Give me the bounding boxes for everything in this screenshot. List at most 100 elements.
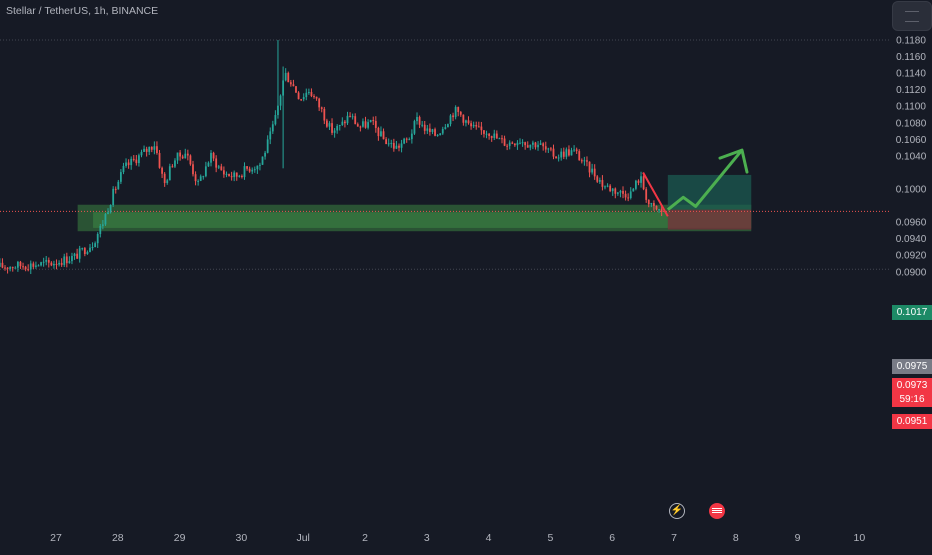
candle-up <box>565 149 568 157</box>
candle-up <box>519 142 521 144</box>
candle-up <box>431 129 434 132</box>
candle-down <box>575 149 578 152</box>
stop-price-label: 0.0951 <box>892 414 932 429</box>
candle-up <box>153 146 156 150</box>
candle-up <box>89 247 91 252</box>
candle-down <box>475 124 478 127</box>
candle-down <box>642 176 645 190</box>
candle-up <box>101 224 104 226</box>
candle-up <box>104 214 107 225</box>
candle-up <box>269 131 272 140</box>
candle-up <box>508 142 511 146</box>
candle-down <box>434 129 436 136</box>
candle-down <box>325 120 328 127</box>
candle-up <box>416 117 418 122</box>
candle-up <box>122 165 125 173</box>
scale-button[interactable] <box>892 1 932 31</box>
candle-up <box>619 190 622 193</box>
candle-down <box>374 120 377 128</box>
candle-down <box>135 159 138 164</box>
candle-down <box>428 128 431 132</box>
candle-up <box>465 120 467 123</box>
candle-up <box>45 260 48 262</box>
candle-up <box>367 122 369 128</box>
candle-up <box>328 123 331 127</box>
candle-up <box>37 265 40 267</box>
candle-up <box>403 138 406 144</box>
candle-down <box>331 123 333 133</box>
candle-up <box>493 133 496 138</box>
candle-up <box>138 155 140 164</box>
candle-up <box>640 176 642 183</box>
candles-layer <box>0 40 663 275</box>
candle-down <box>637 180 640 183</box>
candle-down <box>524 142 527 146</box>
candle-down <box>552 148 555 157</box>
candle-down <box>364 121 367 128</box>
candle-up <box>202 176 205 178</box>
time-axis-label: 28 <box>112 532 124 544</box>
time-axis-label: 27 <box>50 532 62 544</box>
price-axis-label: 0.0920 <box>896 251 927 262</box>
price-axis-label: 0.1040 <box>896 151 927 162</box>
candle-up <box>413 121 416 134</box>
candle-up <box>400 143 403 148</box>
candle-down <box>653 203 655 206</box>
candle-up <box>233 172 236 178</box>
candle-up <box>166 180 169 183</box>
time-axis-label: 6 <box>609 532 615 544</box>
candle-down <box>83 248 86 255</box>
candle-up <box>35 265 37 267</box>
candle-up <box>109 205 112 213</box>
bolt-icon[interactable]: ⚡ <box>669 503 685 519</box>
candle-down <box>300 99 303 101</box>
candle-down <box>627 197 630 199</box>
candle-down <box>212 152 215 159</box>
candle-down <box>19 261 22 267</box>
candle-down <box>483 130 485 134</box>
candle-down <box>222 170 225 175</box>
candle-down <box>310 92 313 97</box>
candle-up <box>606 185 609 187</box>
candle-down <box>241 175 243 178</box>
candle-up <box>658 209 660 211</box>
candle-up <box>86 251 89 255</box>
candle-down <box>372 120 375 122</box>
price-axis-label: 0.1160 <box>896 52 926 63</box>
candle-up <box>279 95 282 106</box>
candle-up <box>583 160 586 162</box>
candle-up <box>143 148 145 152</box>
candle-up <box>336 125 339 131</box>
candle-up <box>439 133 442 136</box>
candle-down <box>405 138 408 140</box>
candle-up <box>521 142 524 144</box>
candle-up <box>68 261 71 264</box>
candle-up <box>58 262 60 265</box>
candle-up <box>426 128 429 131</box>
candle-up <box>277 105 279 116</box>
candle-down <box>356 124 359 127</box>
candle-up <box>441 128 444 134</box>
candle-up <box>81 248 84 250</box>
candle-up <box>573 149 575 151</box>
candle-up <box>333 130 336 133</box>
time-axis-label: 3 <box>424 532 430 544</box>
projection-path <box>666 149 744 211</box>
time-axis-label: 30 <box>236 532 248 544</box>
candle-up <box>449 115 452 125</box>
candle-down <box>586 160 588 162</box>
candle-up <box>207 162 210 167</box>
symbol-title: Stellar / TetherUS, 1h, BINANCE <box>6 5 159 17</box>
candle-up <box>604 186 606 188</box>
candle-up <box>346 115 349 124</box>
candle-up <box>266 139 269 153</box>
candle-up <box>591 168 594 173</box>
us-flag-icon[interactable] <box>709 503 725 519</box>
candle-down <box>423 124 426 131</box>
candle-up <box>243 166 246 178</box>
candle-down <box>150 146 153 150</box>
candle-up <box>650 203 653 205</box>
reference-lines-layer <box>0 39 890 270</box>
